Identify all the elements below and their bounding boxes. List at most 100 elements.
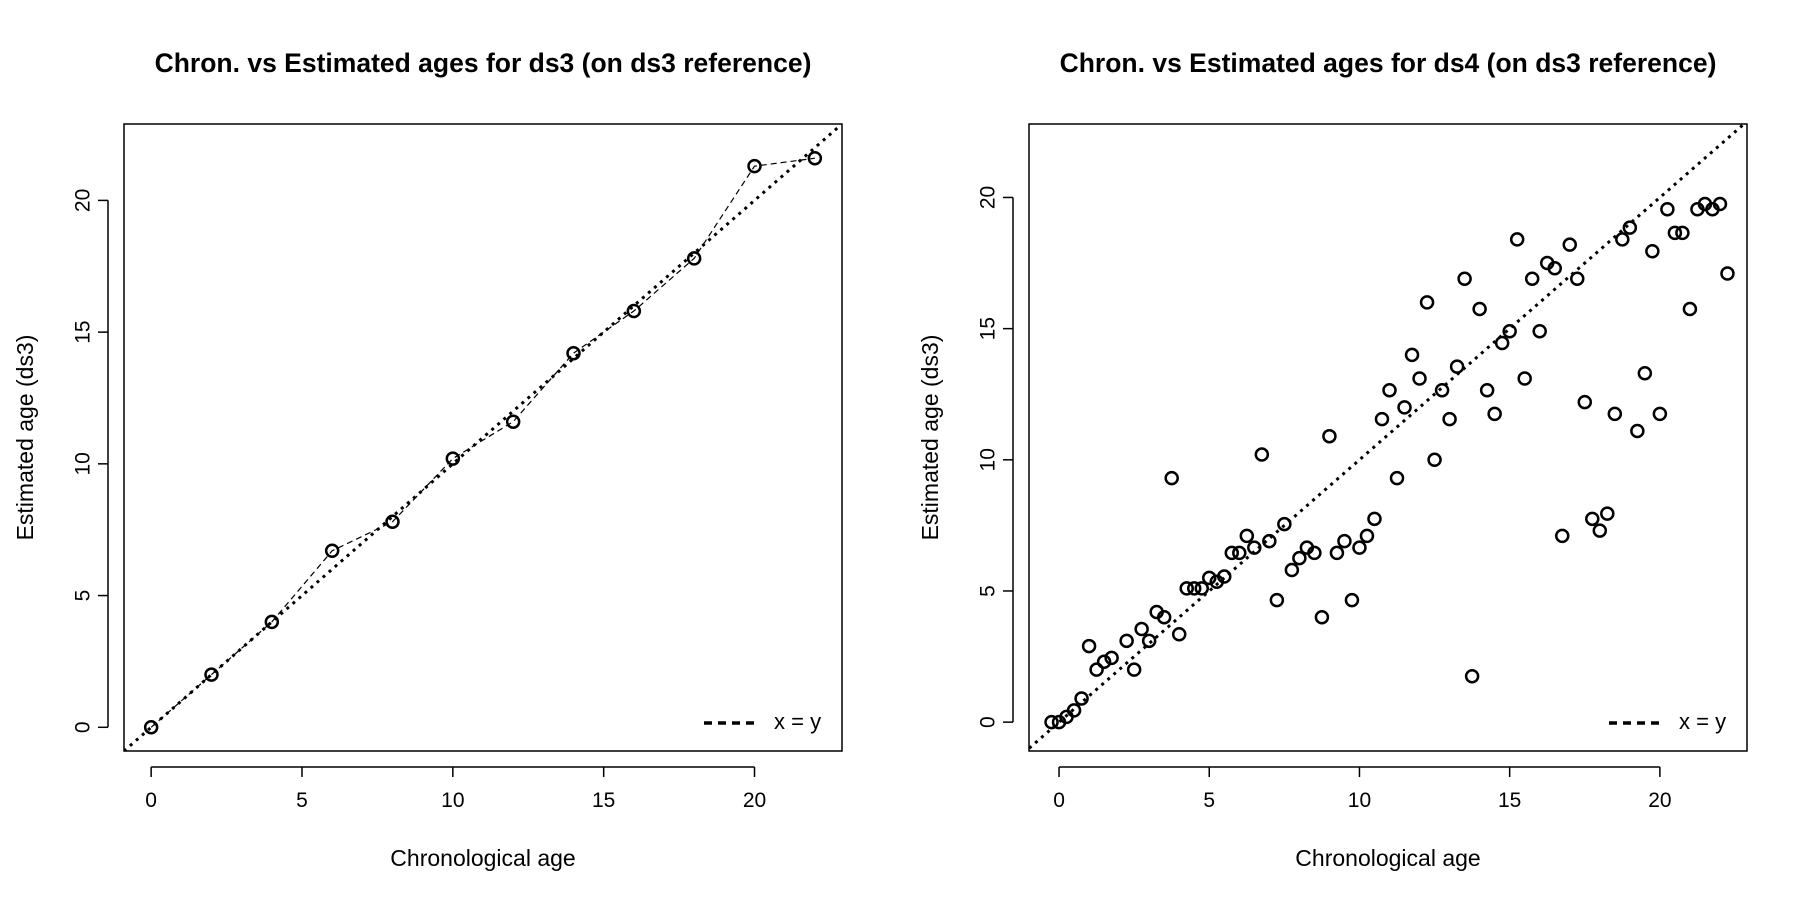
data-point — [1637, 365, 1653, 381]
data-point — [1254, 447, 1270, 462]
data-point — [1277, 516, 1292, 532]
data-point — [264, 614, 280, 630]
data-point — [1412, 371, 1427, 386]
data-point — [1202, 570, 1217, 586]
data-point — [1645, 243, 1660, 259]
data-point — [747, 158, 762, 174]
data-point — [505, 414, 521, 429]
data-point — [1517, 371, 1532, 386]
y-tick-label: 15 — [977, 317, 1000, 340]
data-point — [1712, 196, 1728, 212]
data-point — [1374, 411, 1390, 427]
data-point — [1359, 528, 1375, 544]
data-point — [1044, 714, 1059, 730]
data-point — [1224, 545, 1240, 561]
data-point — [1675, 225, 1690, 241]
data-point — [1427, 452, 1442, 468]
data-point — [1585, 511, 1600, 527]
data-point — [1554, 528, 1570, 544]
data-point — [1066, 703, 1082, 718]
data-point — [1434, 383, 1450, 398]
data-point — [1472, 301, 1487, 317]
data-point — [1532, 324, 1547, 339]
data-point — [1141, 633, 1157, 649]
data-point — [1397, 400, 1412, 415]
data-point — [1502, 324, 1517, 339]
data-point — [143, 720, 159, 735]
data-point — [1074, 691, 1089, 706]
x-tick-label: 10 — [1348, 789, 1371, 812]
data-point — [1126, 662, 1142, 677]
y-tick-label: 15 — [72, 320, 95, 343]
data-point — [1089, 662, 1104, 677]
x-tick-label: 5 — [296, 789, 308, 812]
data-point — [1217, 569, 1232, 584]
plot-frame — [1028, 123, 1748, 752]
data-point — [1404, 347, 1420, 363]
data-point — [1322, 428, 1337, 444]
chart-title: Chron. vs Estimated ages for ds3 (on ds3… — [155, 48, 812, 78]
data-point — [1344, 592, 1360, 608]
x-axis-label: Chronological age — [1295, 845, 1480, 871]
data-point — [1682, 301, 1698, 317]
data-point — [385, 514, 400, 530]
data-point — [1547, 261, 1562, 276]
chart-panel-ds4: Chron. vs Estimated ages for ds4 (on ds3… — [917, 48, 1748, 871]
data-point — [1660, 202, 1675, 217]
data-point — [1382, 383, 1397, 398]
data-point — [1577, 394, 1593, 410]
data-point — [1615, 232, 1630, 247]
data-point — [1524, 271, 1540, 287]
data-point — [1134, 621, 1149, 637]
data-point — [1667, 225, 1683, 241]
data-point — [626, 303, 642, 319]
x-tick-label: 0 — [1053, 789, 1065, 812]
data-point — [1104, 650, 1119, 666]
data-point — [1186, 581, 1202, 596]
x-tick-label: 20 — [743, 789, 766, 812]
legend-label: x = y — [774, 709, 821, 734]
y-tick-label: 10 — [977, 448, 1000, 471]
chart-title: Chron. vs Estimated ages for ds4 (on ds3… — [1060, 48, 1717, 78]
data-point — [1487, 406, 1502, 422]
y-tick-label: 10 — [72, 452, 95, 475]
data-point — [1179, 581, 1194, 596]
data-point — [1194, 581, 1209, 596]
data-point — [1457, 271, 1472, 287]
x-tick-label: 0 — [145, 789, 157, 812]
data-point — [686, 251, 702, 266]
y-tick-label: 0 — [977, 716, 1000, 728]
data-point — [1622, 220, 1638, 235]
data-point — [1314, 609, 1330, 625]
y-axis-label: Estimated age (ds3) — [12, 335, 38, 541]
data-point — [807, 150, 823, 166]
data-point — [1239, 528, 1255, 544]
y-tick-label: 5 — [977, 585, 1000, 597]
data-point — [1307, 545, 1322, 561]
y-tick-label: 20 — [977, 186, 1000, 209]
y-tick-label: 20 — [72, 189, 95, 212]
x-tick-label: 15 — [592, 789, 615, 812]
data-point — [1232, 545, 1247, 561]
data-point — [1081, 638, 1097, 654]
legend-label: x = y — [1679, 709, 1726, 734]
series-line — [150, 157, 815, 728]
data-point — [1630, 423, 1645, 439]
data-point — [1284, 562, 1300, 578]
data-point — [1509, 232, 1525, 247]
y-tick-label: 5 — [72, 590, 95, 602]
data-point — [204, 667, 219, 682]
data-point — [1269, 592, 1285, 608]
data-point — [1352, 540, 1367, 555]
data-point — [1720, 266, 1735, 281]
data-point — [1479, 383, 1495, 398]
data-point — [1262, 533, 1277, 549]
data-point — [1562, 237, 1578, 252]
data-point — [1247, 540, 1262, 555]
data-point — [1652, 406, 1668, 422]
data-layer — [124, 124, 842, 751]
data-point — [445, 451, 461, 466]
x-axis-label: Chronological age — [390, 845, 575, 871]
reference-line-x-equals-y — [124, 124, 842, 751]
